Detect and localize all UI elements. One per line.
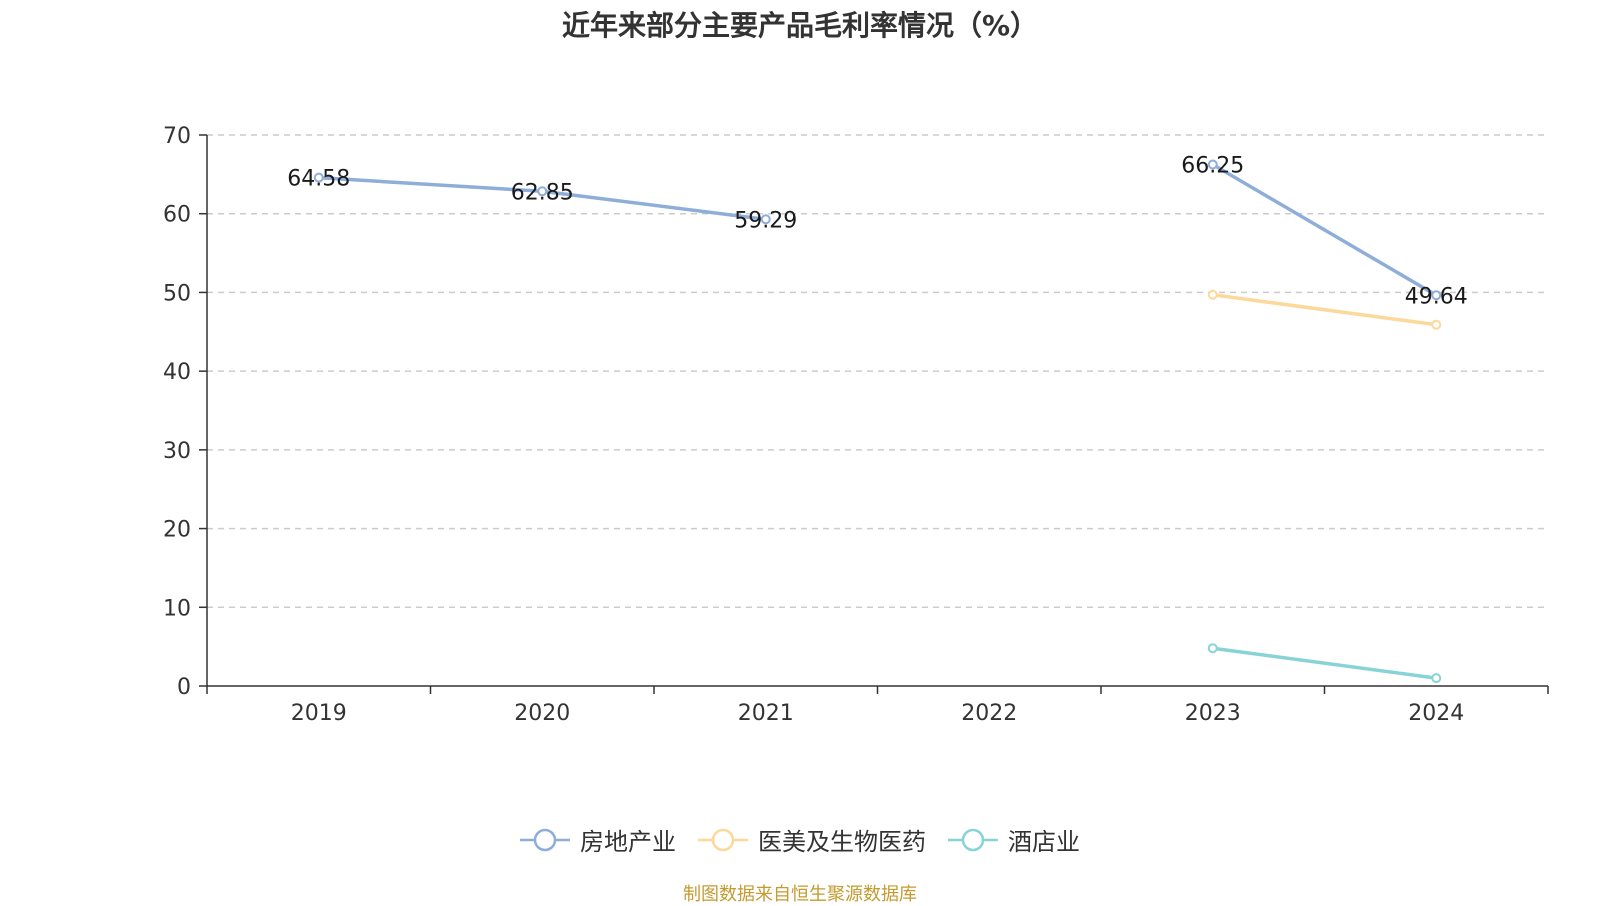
x-tick-label: 2019	[291, 701, 347, 726]
data-point	[760, 214, 771, 225]
data-label: 59.29	[734, 208, 797, 233]
series-line	[1211, 163, 1438, 297]
legend-label: 酒店业	[1008, 828, 1080, 856]
y-tick-label: 40	[163, 360, 191, 385]
series-line	[1212, 293, 1437, 327]
source-note: 制图数据来自恒生聚源数据库	[683, 884, 917, 905]
x-tick-label: 2023	[1185, 701, 1241, 726]
x-tick-label: 2020	[514, 701, 570, 726]
y-tick-label: 20	[163, 518, 191, 543]
data-point	[1207, 643, 1218, 654]
legend-marker-icon	[698, 828, 748, 851]
legend-label: 房地产业	[580, 828, 676, 856]
data-point	[1207, 289, 1218, 300]
y-tick-label: 30	[163, 439, 191, 464]
legend-item[interactable]: 房地产业	[520, 822, 676, 857]
legend: 房地产业 医美及生物医药 酒店业	[0, 822, 1600, 857]
data-label: 49.64	[1405, 284, 1468, 309]
x-tick-label: 2024	[1408, 701, 1464, 726]
data-point	[1207, 159, 1218, 170]
x-tick-label: 2022	[961, 701, 1017, 726]
data-label: 62.85	[511, 180, 574, 205]
legend-item[interactable]: 酒店业	[948, 822, 1080, 857]
legend-label: 医美及生物医药	[758, 828, 926, 856]
y-tick-label: 10	[163, 596, 191, 621]
y-tick-label: 50	[163, 281, 191, 306]
y-tick-label: 0	[177, 675, 191, 700]
y-tick-label: 70	[163, 124, 191, 149]
x-tick-label: 2021	[738, 701, 794, 726]
y-tick-label: 60	[163, 203, 191, 228]
legend-item[interactable]: 医美及生物医药	[698, 822, 926, 857]
series-line	[1212, 646, 1437, 680]
legend-marker-icon	[520, 828, 570, 851]
data-point	[1431, 673, 1442, 684]
chart-title: 近年来部分主要产品毛利率情况（%）	[561, 9, 1039, 42]
data-label: 66.25	[1181, 154, 1244, 179]
data-point	[313, 172, 324, 183]
legend-marker-icon	[948, 828, 998, 851]
data-point	[1431, 319, 1442, 330]
data-label: 64.58	[287, 167, 350, 192]
data-point	[537, 186, 548, 197]
data-point	[1431, 290, 1442, 301]
